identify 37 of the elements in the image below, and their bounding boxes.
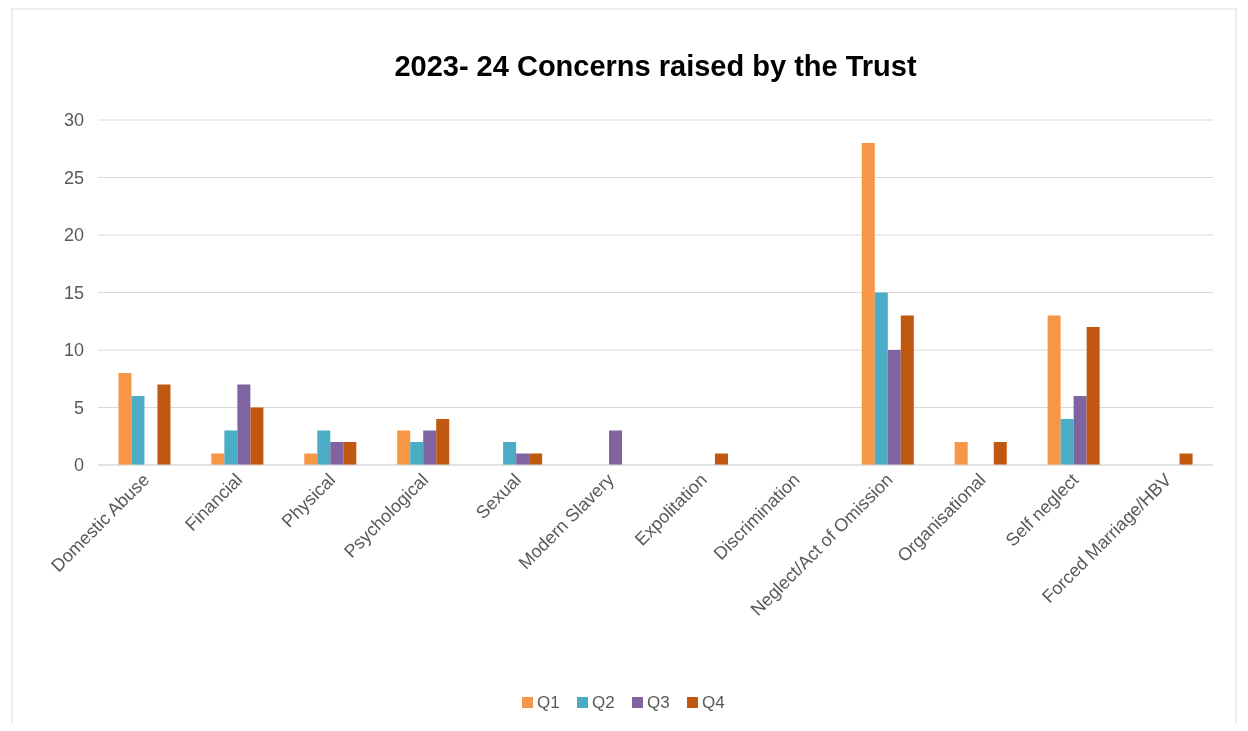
bar [343, 442, 357, 465]
bar [887, 350, 901, 465]
y-tick-label: 25 [63, 167, 84, 188]
bar [317, 430, 331, 465]
legend-label: Q2 [592, 693, 615, 712]
bar [397, 430, 411, 465]
bar [250, 407, 264, 465]
y-tick-label: 20 [63, 225, 84, 246]
y-tick-label: 5 [73, 397, 84, 418]
bar [874, 292, 888, 465]
bar [954, 442, 968, 465]
y-tick-label: 15 [63, 282, 84, 303]
bar [118, 373, 132, 465]
bar [157, 384, 171, 465]
bar [1047, 315, 1061, 465]
bar [609, 430, 623, 465]
bar [410, 442, 424, 465]
y-tick-label: 10 [63, 340, 84, 361]
y-tick-label: 30 [63, 110, 84, 131]
bar [1060, 419, 1074, 465]
bar [436, 419, 450, 465]
bar [861, 143, 875, 465]
bar [503, 442, 517, 465]
bar [423, 430, 437, 465]
bar [900, 315, 914, 465]
bar [1086, 327, 1100, 465]
bar [237, 384, 251, 465]
bar [224, 430, 238, 465]
legend-label: Q4 [702, 693, 725, 712]
legend-label: Q3 [647, 693, 670, 712]
bar [131, 396, 145, 465]
chart-title: 2023- 24 Concerns raised by the Trust [394, 50, 917, 82]
bar [993, 442, 1007, 465]
y-tick-label: 0 [73, 455, 84, 476]
legend-label: Q1 [537, 693, 560, 712]
bar [330, 442, 344, 465]
bar [1073, 396, 1087, 465]
